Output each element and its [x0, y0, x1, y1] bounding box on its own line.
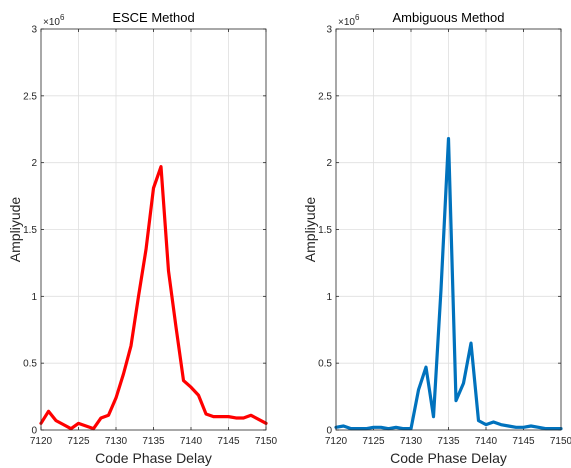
x-tick-label: 7150 [550, 436, 571, 447]
x-tick-label: 7125 [67, 436, 90, 447]
y-tick-label: 0 [31, 426, 37, 437]
x-tick-label: 7135 [142, 436, 165, 447]
y-multiplier-exponent: 6 [355, 13, 360, 22]
y-tick-label: 0.5 [23, 359, 37, 370]
x-tick-label: 7120 [325, 436, 348, 447]
y-tick-label: 1 [326, 292, 332, 303]
series-line [334, 137, 563, 431]
y-tick-label: 2 [326, 158, 332, 169]
y-multiplier-exponent: 6 [60, 13, 65, 22]
grid [40, 28, 267, 431]
y-axis-label: Ampliyude [7, 197, 23, 263]
x-tick-label: 7145 [217, 436, 240, 447]
y-tick-label: 2 [31, 158, 37, 169]
x-tick-label: 7125 [362, 436, 385, 447]
y-tick-label: 3 [31, 25, 37, 36]
y-tick-label: 0 [326, 426, 332, 437]
x-axis-label: Code Phase Delay [390, 450, 507, 466]
chart-title: ESCE Method [112, 10, 194, 25]
y-tick-label: 1.5 [318, 225, 332, 236]
y-multiplier-base: ×10 [338, 17, 355, 28]
series [39, 165, 268, 431]
x-tick-label: 7140 [475, 436, 498, 447]
plot-border [335, 28, 562, 431]
y-tick-label: 0.5 [318, 359, 332, 370]
y-tick-label: 2.5 [23, 91, 37, 102]
y-multiplier-base: ×10 [43, 17, 60, 28]
x-tick-label: 7120 [30, 436, 53, 447]
x-tick-label: 7150 [255, 436, 278, 447]
grid [335, 28, 562, 431]
x-axis-label: Code Phase Delay [95, 450, 212, 466]
series-line [39, 165, 268, 431]
y-multiplier: ×106 [43, 13, 65, 28]
chart-title: Ambiguous Method [392, 10, 504, 25]
x-tick-label: 7130 [400, 436, 423, 447]
plot-border [40, 28, 267, 431]
y-ticks: 0 0.5 1 1.5 2 2.5 3 [23, 25, 37, 437]
x-tick-label: 7145 [512, 436, 535, 447]
y-tick-label: 1 [31, 292, 37, 303]
x-tick-label: 7135 [437, 436, 460, 447]
chart-panel-esce: 7120 7125 7130 7135 7140 7145 7150 0 0.5 1 1.5 2 2.… [7, 10, 278, 466]
x-tick-label: 7130 [105, 436, 128, 447]
y-axis-label: Ampliyude [302, 197, 318, 263]
y-tick-label: 3 [326, 25, 332, 36]
chart-panel-ambiguous: 7120 7125 7130 7135 7140 7145 7150 0 0.5 1 1.5 2 2.… [302, 10, 571, 466]
y-tick-label: 1.5 [23, 225, 37, 236]
x-ticks: 7120 7125 7130 7135 7140 7145 7150 [325, 436, 571, 447]
x-tick-label: 7140 [180, 436, 203, 447]
y-tick-label: 2.5 [318, 91, 332, 102]
y-multiplier: ×106 [338, 13, 360, 28]
series [334, 137, 563, 431]
y-ticks: 0 0.5 1 1.5 2 2.5 3 [318, 25, 332, 437]
x-ticks: 7120 7125 7130 7135 7140 7145 7150 [30, 436, 278, 447]
